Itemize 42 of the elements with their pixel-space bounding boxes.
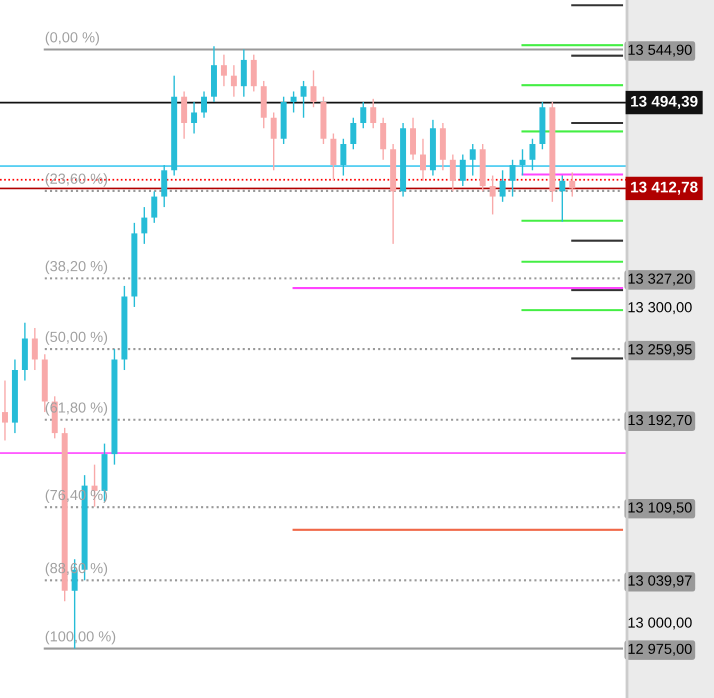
candlestick [220,54,227,87]
candlestick [32,327,38,371]
candlestick [500,170,506,203]
candlestick [340,138,346,176]
y-tick-label: 13 192,70 [628,414,692,427]
candlestick [490,174,496,216]
ref-line-label: 13 412,78 [631,182,698,195]
y-tick-label: 13 000,00 [628,617,692,630]
candlestick [191,101,198,134]
candlestick [450,154,456,192]
candlestick [290,90,297,114]
candlestick [201,90,208,118]
candlestick [460,154,466,187]
candlestick [151,190,158,224]
candlestick [370,98,376,129]
candlestick [230,64,237,98]
ref-line-label: 13 494,39 [631,96,698,109]
candlestick [510,159,516,198]
candlestick [141,206,148,245]
candlestick [569,172,576,198]
y-tick-label: 13 109,50 [628,502,692,514]
candlestick [559,174,566,222]
candlestick [520,148,526,176]
candlestick [2,380,8,442]
y-tick-label: 13 544,90 [628,44,692,57]
candlestick [310,70,316,108]
series-label: (23,60 %) [46,173,108,187]
y-tick-label: 13 327,20 [628,273,692,286]
series-label: (38,20 %) [46,260,108,274]
candlestick [360,101,366,129]
y-tick-label: 12 975,00 [628,644,692,656]
candlestick [529,138,536,171]
candlestick [470,143,476,176]
candlestick [420,138,426,182]
y-tick-label: 13 039,97 [628,575,692,588]
y-tick-label: 13 300,00 [628,302,692,314]
y-tick-label: 13 259,95 [628,344,692,356]
series-label: (0,00 %) [46,32,99,46]
candlestick [300,80,307,118]
candlestick [350,117,356,150]
candlestick [270,112,277,171]
series-label: (50,00 %) [46,331,108,345]
